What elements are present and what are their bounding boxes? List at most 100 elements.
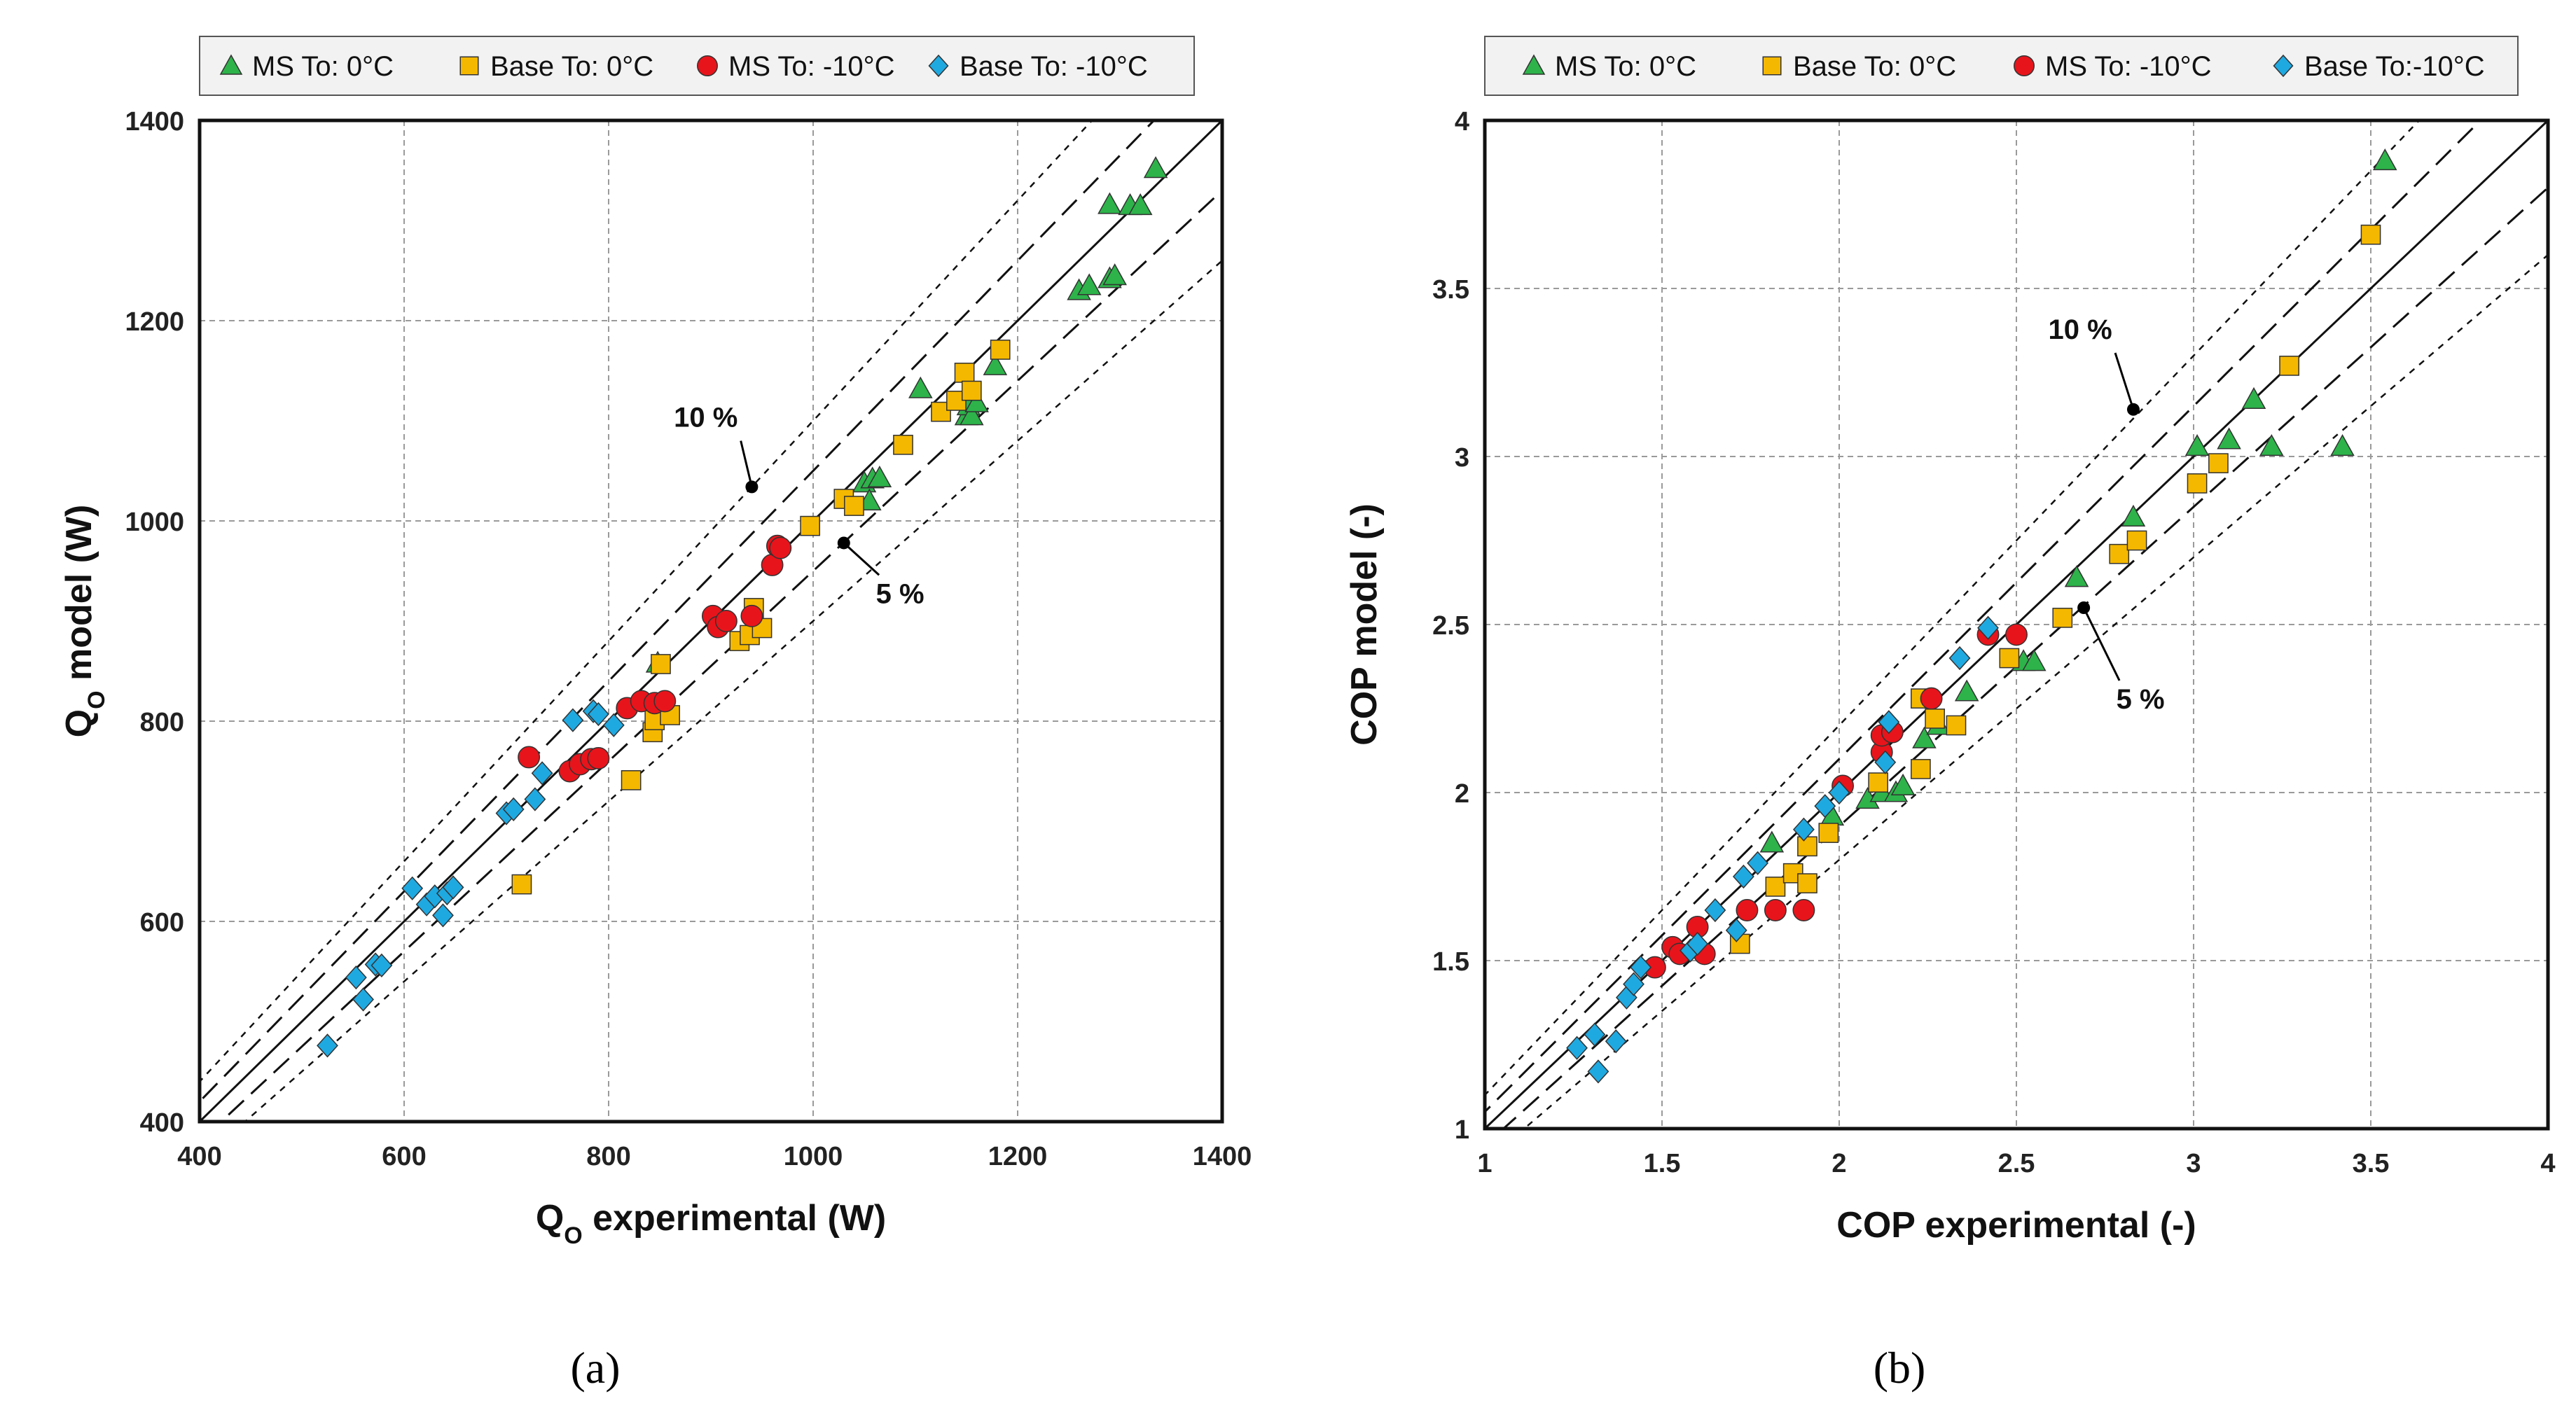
x-tick-label: 1.5 (1644, 1149, 1681, 1178)
data-point (653, 690, 677, 713)
annotation-label: 5 % (876, 578, 925, 609)
minus-5pct-line (1502, 186, 2548, 1129)
data-point (960, 403, 984, 426)
annotation-leader (843, 542, 880, 576)
data-point (511, 874, 532, 895)
data-point (961, 380, 982, 401)
data-point (983, 353, 1008, 375)
data-point (2187, 473, 2208, 494)
data-point (1797, 873, 1817, 893)
data-point (1736, 899, 1759, 921)
reference-lines (200, 120, 1222, 1122)
legend-label: Base To: -10°C (960, 51, 1148, 82)
legend-marker (697, 55, 718, 76)
data-point (1890, 773, 1916, 795)
x-tick-label: 2.5 (1998, 1149, 2035, 1178)
plot-frame (198, 118, 1224, 1124)
data-point (2184, 434, 2210, 456)
data-point (1587, 1059, 1609, 1084)
annotation-label: 5 % (2117, 684, 2165, 715)
data-point (964, 390, 989, 412)
annotation-label: 10 % (2048, 314, 2112, 345)
data-point (1911, 759, 1931, 779)
x-tick-label: 1200 (988, 1142, 1048, 1171)
y-tick-label: 1.5 (1432, 947, 1469, 977)
data-point (1687, 931, 1709, 956)
data-point (1143, 156, 1168, 179)
legend-marker (219, 54, 243, 75)
legend-label: MS To: -10°C (728, 51, 895, 82)
data-point (2259, 434, 2284, 456)
legend-marker (1522, 54, 1546, 75)
plot-area: 10 % 5 % 1 1.5 2 2.5 3 3.5 4 1 1.5 2 2.5 3 3.5 4 COP exp… (1344, 107, 2556, 1246)
y-axis-label-main: Q (59, 709, 99, 737)
data-point (562, 708, 584, 732)
data-point (893, 434, 913, 455)
data-point (1623, 972, 1644, 996)
data-points (317, 156, 1168, 1058)
data-point (1999, 648, 2020, 669)
data-point (1828, 780, 1850, 805)
plus-10pct-line (1485, 120, 2421, 1096)
data-point (1878, 710, 1900, 734)
data-point (800, 515, 820, 536)
y-tick-label: 400 (140, 1108, 184, 1138)
data-point (1765, 877, 1786, 897)
x-tick-label: 1 (1477, 1149, 1492, 1178)
legend-label: Base To:-10°C (2304, 51, 2485, 82)
y-tick-label: 1 (1455, 1115, 1469, 1145)
x-axis-label-sub: O (564, 1222, 582, 1249)
legend-label: Base To: 0°C (490, 51, 653, 82)
data-point (1814, 794, 1836, 818)
y-axis-label: COP model (-) (1344, 503, 1385, 746)
reference-lines (1485, 120, 2548, 1129)
caption: (b) (1874, 1343, 1926, 1393)
data-point (2330, 434, 2355, 456)
data-point (2241, 386, 2266, 409)
data-point (442, 875, 464, 900)
annotation-label: 10 % (674, 403, 738, 433)
data-point (2126, 530, 2147, 551)
data-point (587, 702, 609, 727)
y-tick-label: 4 (1455, 107, 1469, 137)
annotation-dot (837, 536, 850, 550)
data-point (1912, 726, 1937, 748)
data-point (1605, 1029, 1627, 1054)
y-tick-label: 3 (1455, 443, 1469, 473)
data-point (2217, 427, 2241, 449)
y-tick-label: 800 (140, 708, 184, 737)
data-point (1630, 955, 1652, 980)
x-tick-label: 1000 (784, 1142, 843, 1171)
y-tick-label: 2 (1455, 779, 1469, 809)
legend-box (1484, 36, 2519, 96)
data-point (1954, 679, 1979, 702)
y-axis-label: QO model (W) (59, 505, 110, 738)
data-point (2372, 148, 2397, 171)
data-point (769, 536, 792, 559)
annotation-dot (745, 480, 759, 494)
annotation-dot (2126, 403, 2140, 416)
data-point (1946, 715, 1967, 736)
data-point (740, 604, 763, 627)
legend: MS To: 0°C Base To: 0°C MS To: -10°C Base T… (1522, 51, 2485, 82)
data-point (2121, 504, 2146, 527)
x-tick-label: 400 (177, 1142, 221, 1171)
data-point (1925, 709, 1945, 729)
data-point (524, 787, 546, 811)
data-point (1732, 864, 1754, 889)
data-point (1759, 830, 1785, 853)
data-point (371, 953, 393, 978)
data-point (621, 770, 642, 790)
plot-area: 10 % 5 % 400 600 800 1000 1200 1400 400 600 800 100… (59, 107, 1252, 1249)
data-point (1747, 851, 1769, 875)
x-axis-label-main: Q (536, 1198, 564, 1239)
data-point (1102, 263, 1127, 286)
y-tick-label: 1000 (125, 508, 184, 537)
data-point (1704, 898, 1726, 923)
data-point (1818, 823, 1839, 843)
data-point (432, 903, 454, 928)
x-tick-label: 800 (586, 1142, 630, 1171)
legend-label: Base To: 0°C (1793, 51, 1956, 82)
data-point (2064, 565, 2089, 587)
x-tick-label: 600 (382, 1142, 426, 1171)
